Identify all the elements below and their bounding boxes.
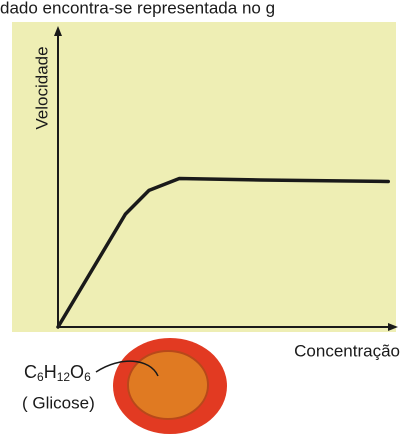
y-axis-label: Velocidade <box>32 46 51 129</box>
subscript: 12 <box>57 370 71 384</box>
element: C <box>24 362 37 382</box>
x-axis-label: Concentração <box>294 341 400 360</box>
chart-panel <box>12 22 396 332</box>
page: dado encontra-se representada no g Veloc… <box>0 0 408 437</box>
element: O <box>70 362 84 382</box>
molecule-name: ( Glicose) <box>22 393 95 412</box>
subscript: 6 <box>84 370 91 384</box>
element: H <box>44 362 57 382</box>
molecule-formula: C6H12O6 <box>24 362 91 384</box>
caption-fragment: dado encontra-se representada no g <box>0 0 275 17</box>
cell-inner <box>128 351 208 419</box>
